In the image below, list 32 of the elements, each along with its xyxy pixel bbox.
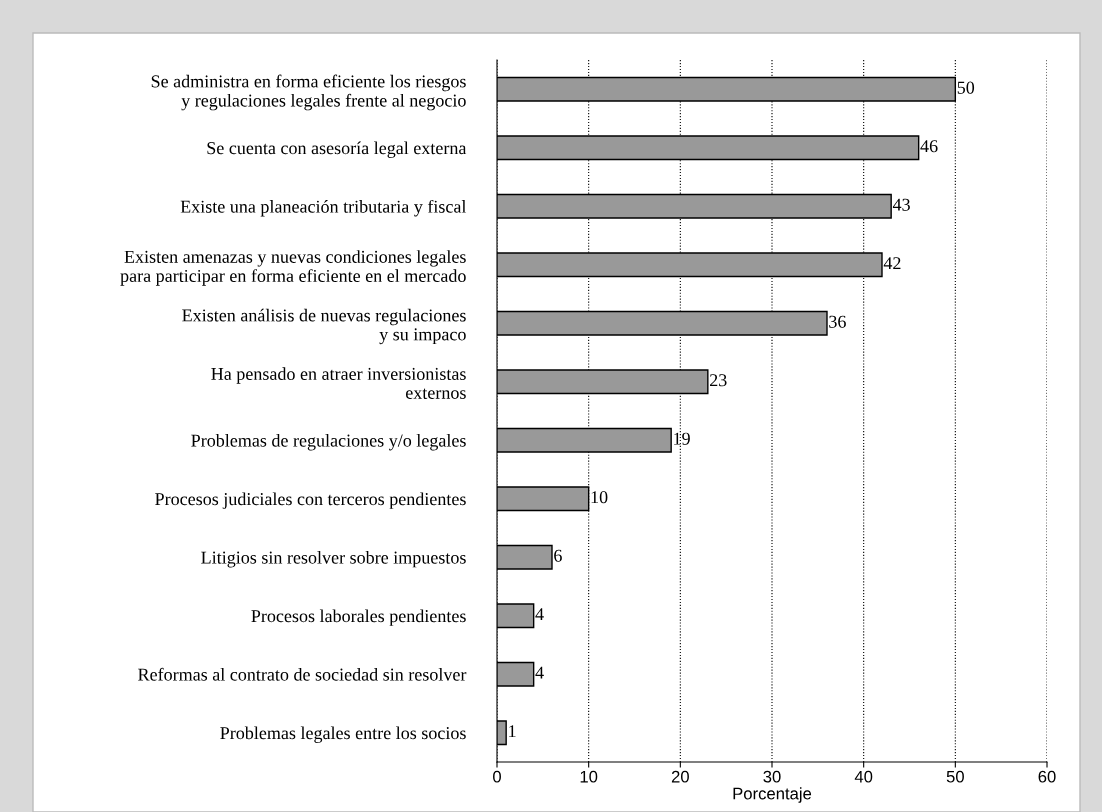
x-axis-title: Porcentaje: [733, 787, 812, 803]
data-label: 1: [509, 725, 516, 738]
data-label: 46: [920, 140, 938, 153]
y-tick-label: Problemas de regulaciones y/o legales: [191, 433, 466, 451]
y-tick-label: Problemas legales entre los socios: [220, 726, 466, 743]
x-tick-label: 0: [493, 770, 501, 783]
y-tick-label: Procesos judiciales con terceros pendientes: [155, 492, 466, 509]
data-label: 23: [710, 374, 727, 387]
x-tick-label: 10: [580, 770, 598, 783]
y-tick-label: Litigios sin resolver sobre impuestos: [201, 550, 466, 568]
x-tick-label: 60: [1038, 770, 1056, 783]
y-tick-label: Existen análisis de nuevas regulaciones y su impaco: [182, 308, 466, 345]
data-label: 50: [957, 81, 975, 94]
y-tick-label: Existen amenazas y nuevas condiciones legales para participar en forma eficiente en el mercado: [120, 250, 466, 286]
data-label: 10: [591, 491, 608, 504]
y-tick-label: Reformas al contrato de sociedad sin resolver: [138, 667, 467, 681]
data-label: 4: [535, 666, 544, 679]
data-label: 36: [829, 315, 846, 328]
data-label: 19: [674, 432, 690, 445]
x-tick-label: 40: [854, 770, 873, 783]
y-tick-label: Procesos laborales pendientes: [251, 609, 466, 626]
y-tick-label: Se cuenta con asesoría legal externa: [207, 141, 467, 158]
data-label: 43: [892, 198, 910, 211]
data-label: 42: [883, 257, 901, 270]
data-label: 4: [535, 608, 544, 621]
x-tick-label: 30: [763, 770, 781, 783]
y-tick-label: Ha pensado en atraer inversionistas externos: [211, 367, 466, 399]
y-tick-label: Existe una planeación tributaria y fiscal: [180, 199, 467, 217]
x-tick-label: 20: [671, 770, 689, 783]
y-tick-label: Se administra en forma eficiente los riesgos y regulaciones legales frente al negocio: [151, 74, 466, 111]
data-label: 6: [554, 549, 562, 562]
x-tick-label: 50: [946, 770, 964, 783]
